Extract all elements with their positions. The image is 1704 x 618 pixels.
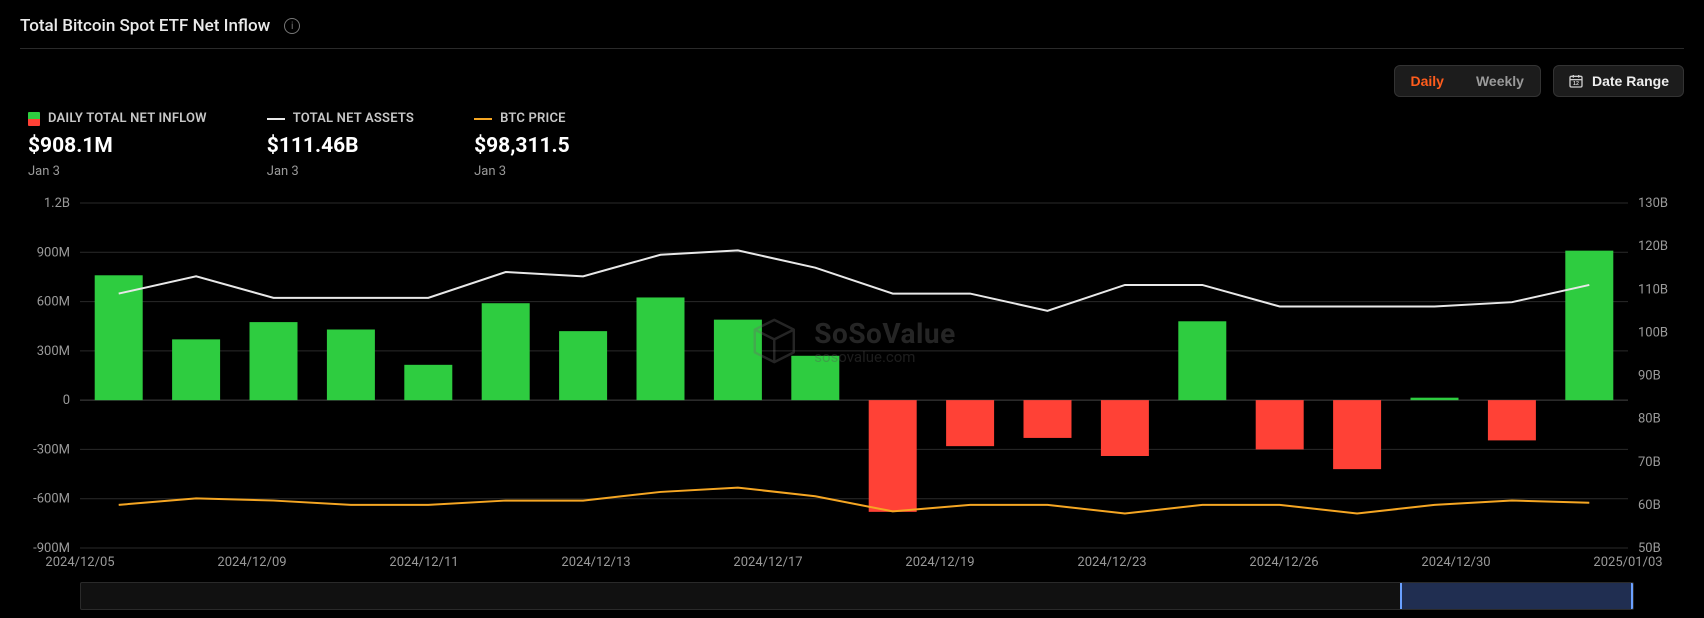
svg-text:2024/12/05: 2024/12/05 xyxy=(45,555,114,570)
interval-weekly-button[interactable]: Weekly xyxy=(1460,66,1540,96)
legend-inflow-label: DAILY TOTAL NET INFLOW xyxy=(48,111,207,126)
svg-text:2024/12/30: 2024/12/30 xyxy=(1421,555,1490,570)
stat-price-date: Jan 3 xyxy=(474,164,570,179)
swatch-assets-icon xyxy=(267,118,285,120)
svg-text:90B: 90B xyxy=(1638,369,1661,384)
stat-inflow-value: $908.1M xyxy=(28,134,207,158)
svg-text:110B: 110B xyxy=(1638,282,1668,297)
svg-text:900M: 900M xyxy=(37,245,70,260)
svg-text:0: 0 xyxy=(63,393,70,408)
svg-text:100B: 100B xyxy=(1638,325,1668,340)
legend-price-label: BTC PRICE xyxy=(500,111,566,126)
svg-text:80B: 80B xyxy=(1638,412,1661,427)
svg-text:1.2B: 1.2B xyxy=(44,197,70,211)
page-title: Total Bitcoin Spot ETF Net Inflow xyxy=(20,16,270,36)
svg-text:2024/12/13: 2024/12/13 xyxy=(561,555,630,570)
svg-text:2024/12/23: 2024/12/23 xyxy=(1077,555,1146,570)
legend-price: BTC PRICE $98,311.5 Jan 3 xyxy=(474,111,570,179)
svg-text:600M: 600M xyxy=(37,295,70,310)
date-range-button[interactable]: 12 Date Range xyxy=(1553,65,1684,97)
svg-text:2024/12/11: 2024/12/11 xyxy=(389,555,458,570)
stat-inflow-date: Jan 3 xyxy=(28,164,207,179)
svg-text:-900M: -900M xyxy=(33,541,70,556)
svg-text:2025/01/03: 2025/01/03 xyxy=(1593,555,1662,570)
svg-text:130B: 130B xyxy=(1638,197,1668,211)
legend-assets-label: TOTAL NET ASSETS xyxy=(293,111,414,126)
svg-text:2024/12/26: 2024/12/26 xyxy=(1249,555,1318,570)
controls: Daily Weekly 12 Date Range xyxy=(20,59,1684,103)
svg-text:70B: 70B xyxy=(1638,455,1661,470)
header: Total Bitcoin Spot ETF Net Inflow i xyxy=(20,12,1684,40)
legend-inflow: DAILY TOTAL NET INFLOW $908.1M Jan 3 xyxy=(28,111,207,179)
svg-text:2024/12/17: 2024/12/17 xyxy=(733,555,802,570)
svg-text:60B: 60B xyxy=(1638,498,1661,513)
svg-text:50B: 50B xyxy=(1638,541,1661,556)
chart-svg: 1.2B 900M 600M 300M 0 -300M -600M -900M 130B 120B… xyxy=(20,197,1684,576)
svg-text:12: 12 xyxy=(1573,81,1579,87)
stat-price-value: $98,311.5 xyxy=(474,134,570,158)
scrub-bar[interactable] xyxy=(20,582,1684,610)
legend-assets: TOTAL NET ASSETS $111.46B Jan 3 xyxy=(267,111,414,179)
chart[interactable]: 1.2B 900M 600M 300M 0 -300M -600M -900M 130B 120B… xyxy=(20,197,1684,576)
interval-toggle: Daily Weekly xyxy=(1394,65,1541,97)
date-range-label: Date Range xyxy=(1592,73,1669,89)
svg-text:120B: 120B xyxy=(1638,239,1668,254)
scrub-selection[interactable] xyxy=(1400,583,1633,609)
stat-assets-value: $111.46B xyxy=(267,134,414,158)
svg-text:-600M: -600M xyxy=(33,492,70,507)
svg-text:300M: 300M xyxy=(37,344,70,359)
swatch-inflow-icon xyxy=(28,112,40,126)
svg-text:2024/12/19: 2024/12/19 xyxy=(905,555,974,570)
legend: DAILY TOTAL NET INFLOW $908.1M Jan 3 TOT… xyxy=(20,111,1684,179)
calendar-icon: 12 xyxy=(1568,73,1584,89)
svg-text:-300M: -300M xyxy=(33,442,70,457)
svg-text:2024/12/09: 2024/12/09 xyxy=(217,555,286,570)
info-icon[interactable]: i xyxy=(284,18,300,34)
interval-daily-button[interactable]: Daily xyxy=(1395,66,1460,96)
swatch-price-icon xyxy=(474,118,492,120)
stat-assets-date: Jan 3 xyxy=(267,164,414,179)
divider xyxy=(20,48,1684,49)
